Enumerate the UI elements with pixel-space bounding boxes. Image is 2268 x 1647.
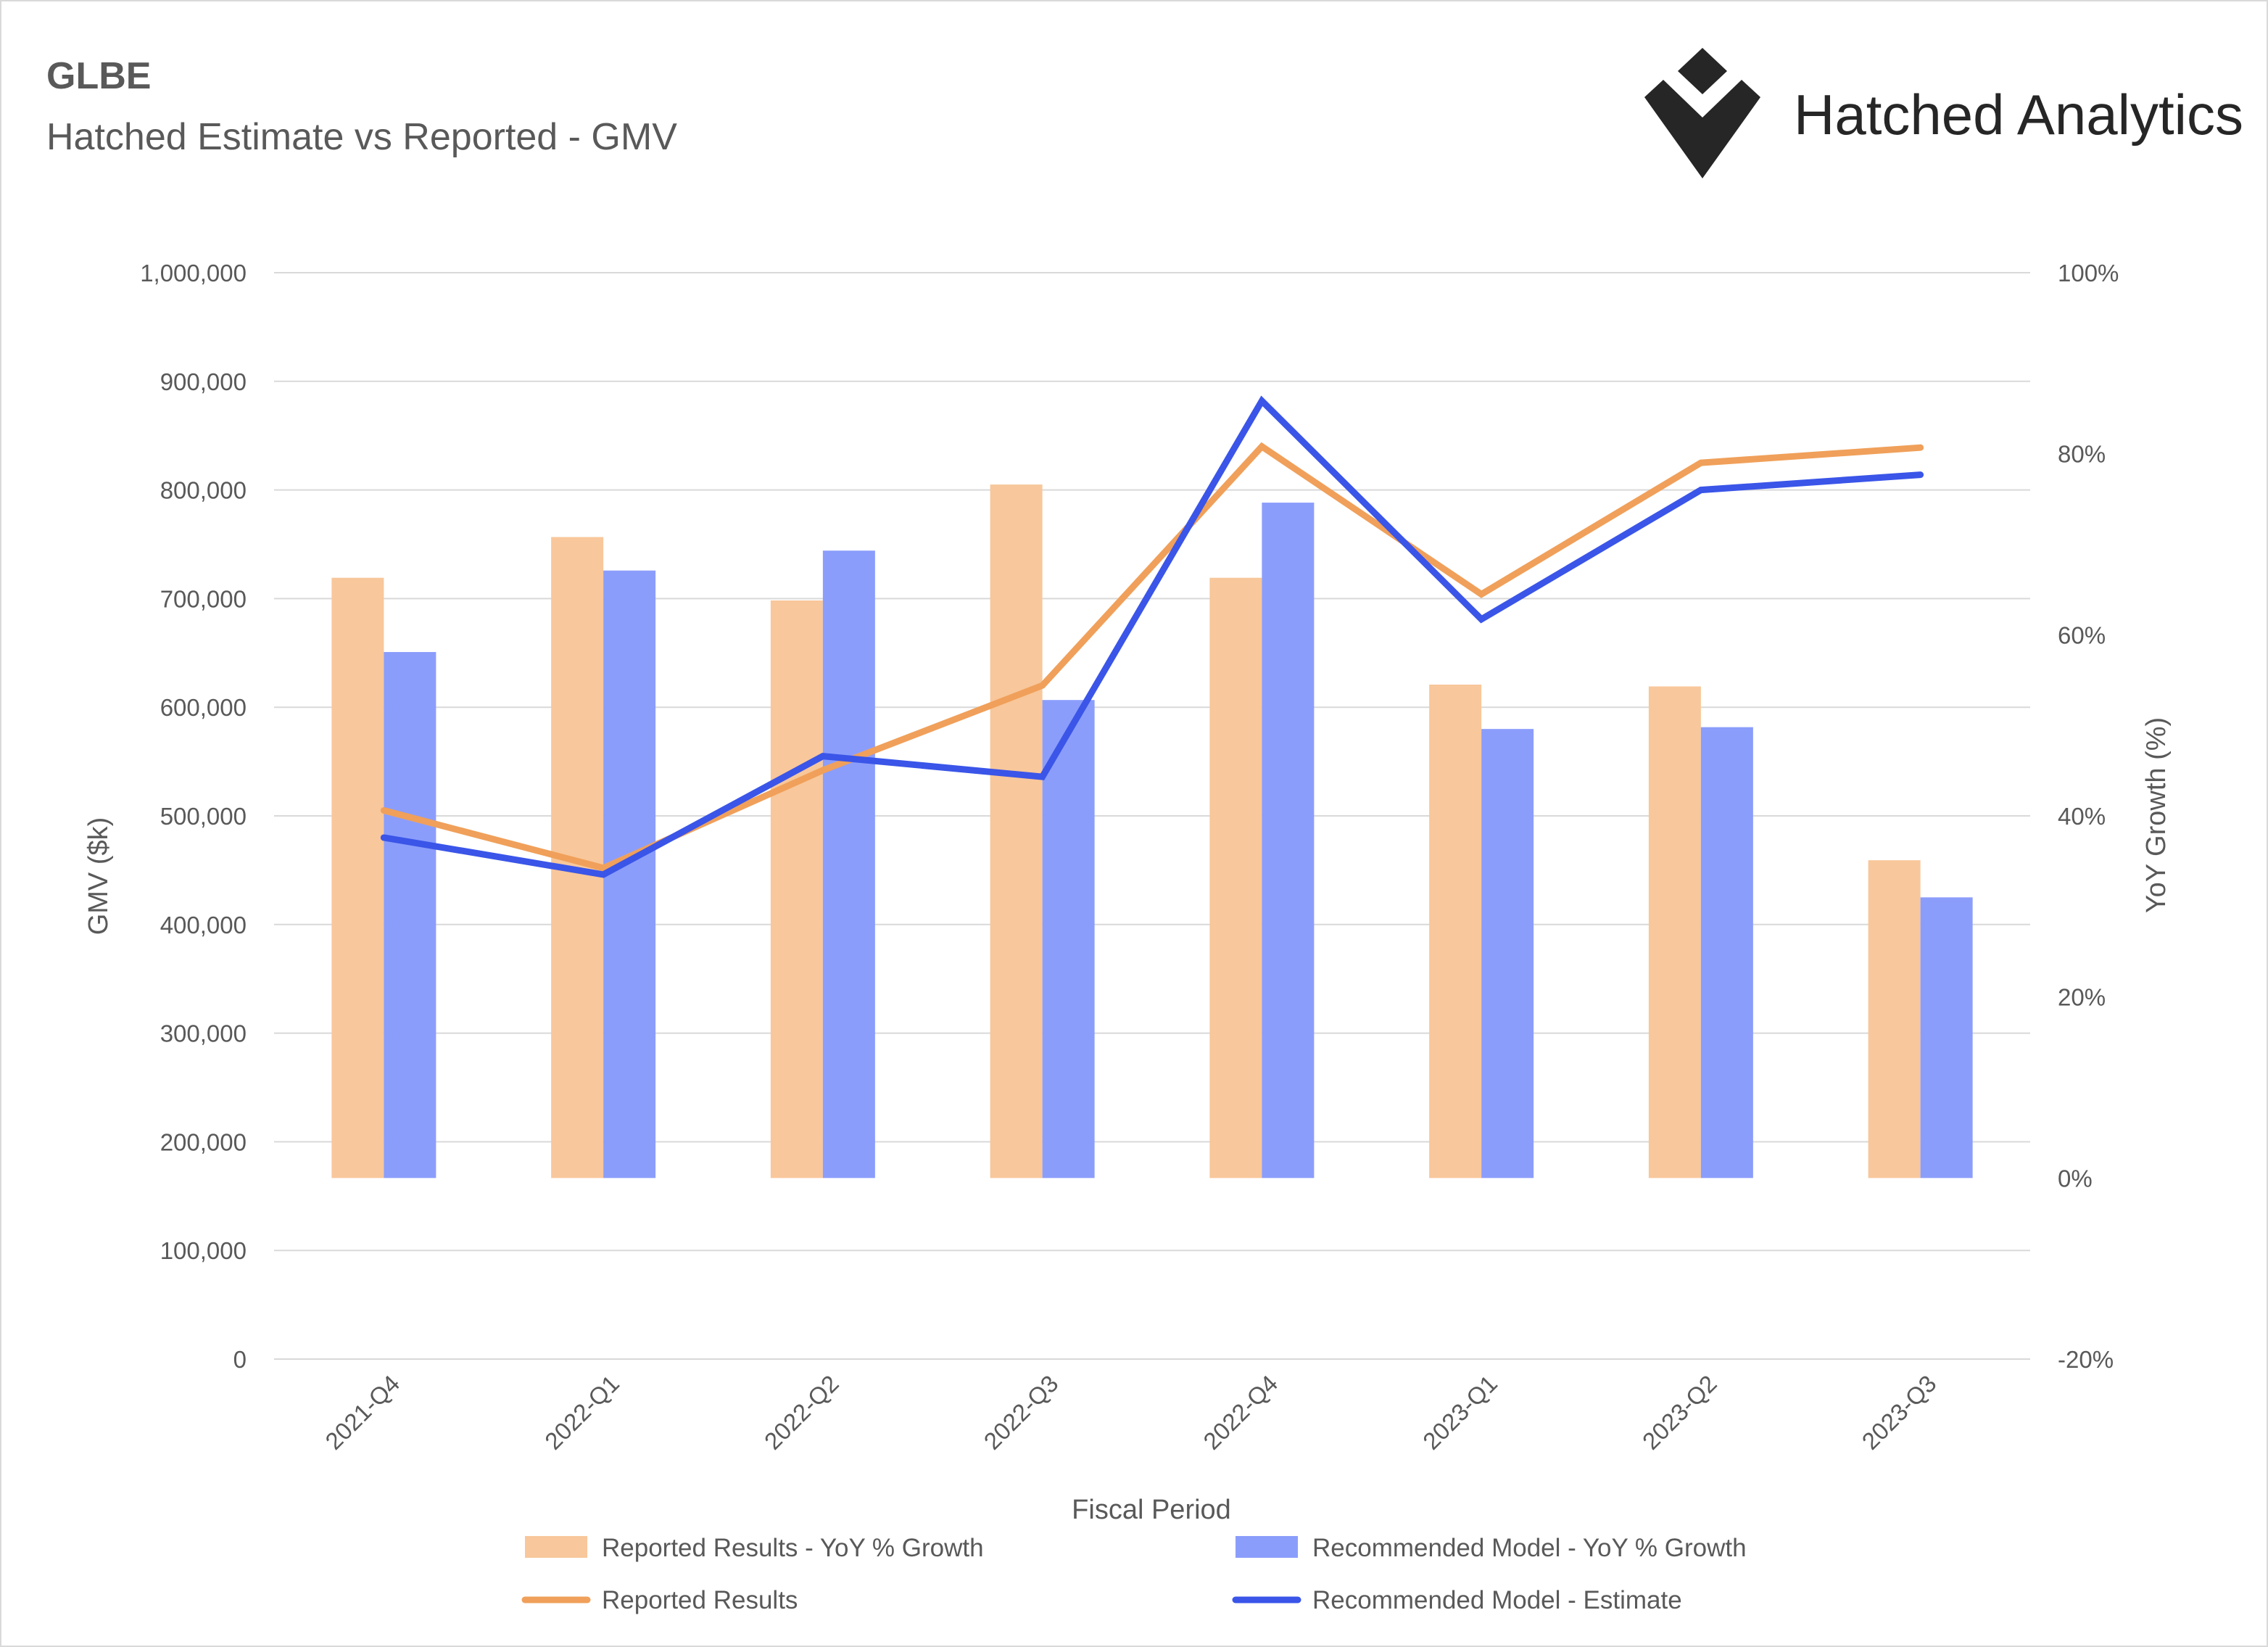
bar-2023-Q1-s1 — [1481, 729, 1534, 1179]
bar-2022-Q4-s1 — [1262, 503, 1315, 1179]
legend-entry: Reported Results — [602, 1586, 798, 1614]
legend-entry: Reported Results - YoY % Growth — [602, 1534, 984, 1562]
y-axis-left: 0 100,000 200,000 300,000 400,000 500,000 600,… — [140, 260, 247, 1373]
y-tick-label: 300,000 — [160, 1020, 247, 1047]
y2-tick-label: 60% — [2058, 622, 2106, 648]
chart-title: GLBE — [46, 55, 151, 97]
legend-entry: Recommended Model - Estimate — [1312, 1586, 1682, 1614]
x-axis-label: Fiscal Period — [1072, 1495, 1231, 1525]
legend-entry: Recommended Model - YoY % Growth — [1312, 1534, 1747, 1562]
y-tick-label: 400,000 — [160, 912, 247, 938]
bar-2022-Q3-s0 — [990, 484, 1043, 1179]
y2-tick-label: -20% — [2058, 1346, 2114, 1373]
x-tick-label: 2023-Q3 — [1857, 1370, 1942, 1455]
y-tick-label: 800,000 — [160, 477, 247, 504]
y2-axis-label: YoY Growth (%) — [2141, 717, 2172, 913]
bar-2021-Q4-s0 — [331, 577, 384, 1179]
bar-2022-Q2-s1 — [822, 550, 875, 1179]
y2-tick-label: 100% — [2058, 260, 2119, 286]
legend-swatch — [1236, 1536, 1298, 1558]
bar-2022-Q1-s1 — [603, 570, 656, 1179]
y-tick-label: 900,000 — [160, 368, 247, 395]
bar-2022-Q2-s0 — [770, 600, 823, 1179]
y2-tick-label: 20% — [2058, 984, 2106, 1011]
bar-2023-Q1-s0 — [1429, 684, 1482, 1179]
line-series — [380, 395, 1924, 878]
y-tick-label: 600,000 — [160, 694, 247, 721]
bar-2023-Q3-s0 — [1868, 860, 1921, 1179]
bar-2022-Q4-s0 — [1209, 577, 1262, 1179]
bar-2023-Q2-s1 — [1700, 727, 1753, 1179]
y-tick-label: 100,000 — [160, 1237, 247, 1264]
x-tick-label: 2023-Q2 — [1637, 1370, 1722, 1455]
bar-2021-Q4-s1 — [384, 652, 436, 1179]
x-tick-label: 2022-Q3 — [979, 1370, 1064, 1455]
brand-name: Hatched Analytics — [1794, 83, 2243, 146]
x-tick-label: 2022-Q4 — [1198, 1370, 1283, 1455]
y-axis-label: GMV ($k) — [83, 817, 114, 936]
legend-swatch — [525, 1536, 587, 1558]
x-tick-label: 2022-Q2 — [759, 1370, 844, 1455]
bar-series — [331, 484, 1973, 1179]
bar-2023-Q3-s1 — [1920, 897, 1973, 1179]
y-tick-label: 500,000 — [160, 803, 247, 830]
x-tick-label: 2022-Q1 — [539, 1370, 624, 1455]
y-axis-right: -20% 0% 20% 40% 60% 80% 100% — [2058, 260, 2119, 1373]
y2-tick-label: 80% — [2058, 441, 2106, 468]
bar-2022-Q3-s1 — [1042, 700, 1095, 1179]
bar-2023-Q2-s0 — [1648, 686, 1701, 1179]
y-tick-label: 200,000 — [160, 1128, 247, 1155]
x-axis: 2021-Q4 2022-Q1 2022-Q2 2022-Q3 2022-Q4 2023-… — [320, 1370, 1941, 1455]
x-tick-label: 2021-Q4 — [320, 1370, 405, 1455]
y2-tick-label: 40% — [2058, 803, 2106, 830]
gridlines — [274, 272, 2030, 1360]
y-tick-label: 0 — [233, 1346, 247, 1373]
line-series-1 — [380, 395, 1924, 878]
y-tick-label: 700,000 — [160, 585, 247, 612]
y-tick-label: 1,000,000 — [140, 260, 247, 286]
x-tick-label: 2023-Q1 — [1418, 1370, 1502, 1455]
hatched-analytics-logo-icon — [1644, 48, 1760, 178]
chart-subtitle: Hatched Estimate vs Reported - GMV — [46, 116, 677, 158]
y2-tick-label: 0% — [2058, 1165, 2093, 1192]
legend: Reported Results - YoY % Growth Recommend… — [521, 1534, 1747, 1614]
